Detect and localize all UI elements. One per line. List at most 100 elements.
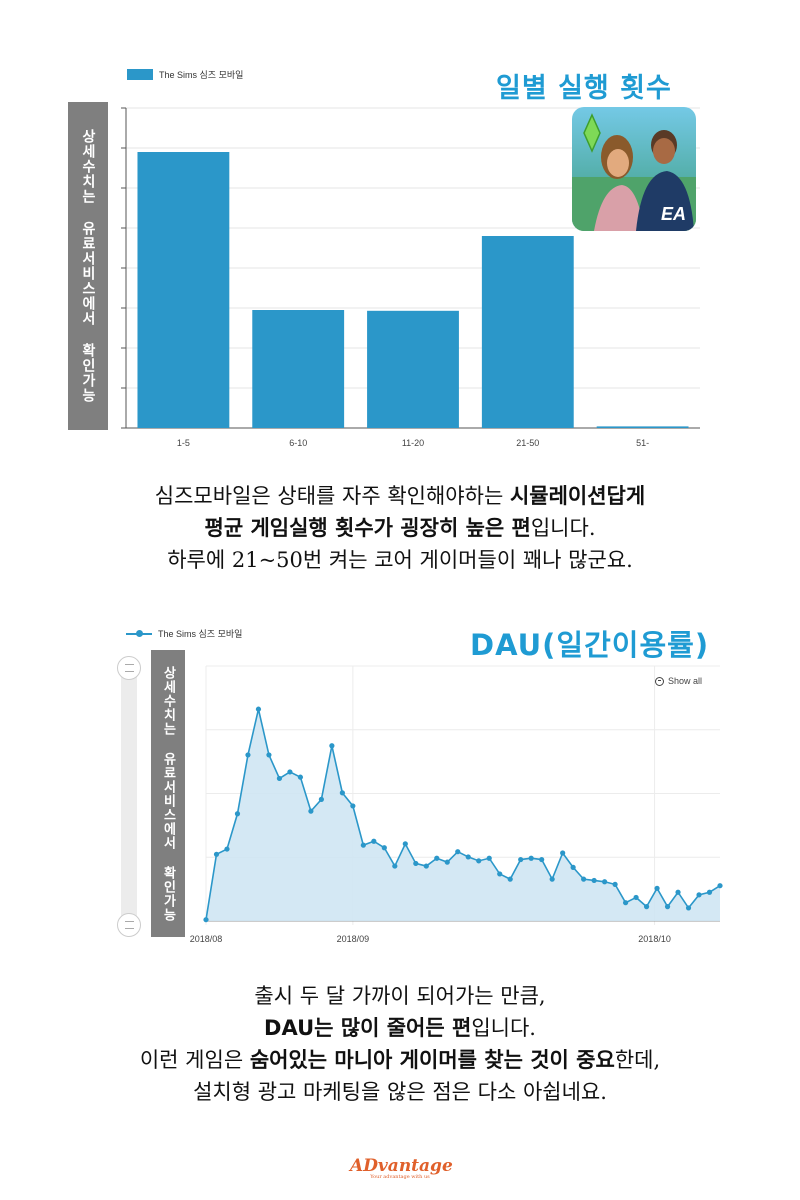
caption2-line3-text-a: 이런 게임은 [139,1048,250,1072]
chart2-data-point [476,858,482,864]
daily-launch-bar-chart: 1-5 6-10 11-20 21-50 51- [121,107,700,448]
caption2-line2: DAU는 많이 줄어든 편입니다. [0,1012,800,1044]
chart2-data-point [685,905,692,911]
chart2-heading: DAU(일간이용률) [469,627,710,663]
chart2-data-point [643,904,650,910]
zoom-slider-track[interactable] [121,668,137,926]
chart2-data-point [360,842,366,848]
chart1-bar [367,310,459,428]
chart2-legend-label: The Sims 심즈 모바일 [158,629,243,639]
chart2-data-point [329,743,335,749]
chart2-x-tick-label: 2018/08 [190,934,223,944]
logo-text: ADvantage [350,1156,453,1176]
chart2-data-point [507,876,513,882]
chart2-data-point [455,849,461,855]
chart2-data-point [371,838,377,844]
chart2-data-point [570,864,576,870]
zoom-slider-bottom-handle[interactable] [117,913,141,937]
caption2-line1: 출시 두 달 가까이 되어가는 만큼, [254,984,546,1008]
caption1-line1-bold: 시뮬레이션답게 [509,484,646,508]
chart1-legend[interactable]: The Sims 심즈 모바일 [127,68,243,81]
chart2-data-point [381,845,387,851]
chart2-data-point [266,752,272,758]
show-all-label: Show all [668,676,703,686]
caption1-line2: 평균 게임실행 횟수가 굉장히 높은 편입니다. [0,512,800,544]
chart1-legend-swatch [127,69,153,80]
caption1-line2-text: 입니다. [530,516,596,540]
chart1-x-tick-label: 1-5 [177,438,190,448]
chart2-data-point [276,775,283,782]
chart2-data-point [255,706,262,712]
caption1-line3: 하루에 21~50번 켜는 코어 게이머들이 꽤나 많군요. [167,548,633,572]
zoom-out-icon [655,676,664,686]
chart2-data-point [654,885,660,891]
chart1-x-tick-label: 6-10 [289,438,307,448]
chart2-data-point [234,811,241,817]
chart2-legend[interactable]: The Sims 심즈 모바일 [126,627,242,640]
logo-tagline: Your advantage with us [370,1174,430,1180]
caption1-line1-text: 심즈모바일은 상태를 자주 확인해야하는 [154,484,510,508]
dau-area-chart: 2018/08 2018/09 2018/10 [190,665,723,944]
chart2-x-tick-label: 2018/09 [337,934,370,944]
chart2-data-point [633,894,639,901]
chart2-data-point [591,877,597,884]
caption2-line3: 이런 게임은 숨어있는 마니아 게이머를 찾는 것이 중요한데, [0,1044,800,1076]
zoom-slider-top-handle[interactable] [117,656,141,680]
sims-mobile-app-icon: EA [572,107,696,231]
chart1-bar [481,236,574,428]
chart2-data-point [581,876,587,882]
chart2-data-point [402,841,408,847]
chart1-x-tick-label: 21-50 [516,438,539,448]
chart2-legend-swatch [126,628,152,639]
chart1-paid-service-banner: 상세수치는 유료서비스에서 확인가능 [68,102,108,430]
chart2-data-point [465,854,471,860]
caption2-line3-text-c: 한데, [614,1048,661,1072]
chart2-data-point [518,856,524,863]
caption2-line2-bold: DAU는 많이 줄어든 편 [264,1016,472,1040]
chart2-data-point [224,846,230,852]
chart1-bar [252,310,345,428]
chart2-data-point [318,796,324,802]
caption1-line1: 심즈모바일은 상태를 자주 확인해야하는 시뮬레이션답게 [0,480,800,512]
chart2-paid-service-banner: 상세수치는 유료서비스에서 확인가능 [151,650,185,937]
chart2-data-point [622,900,629,906]
caption2-line2-text: 입니다. [471,1016,536,1040]
chart2-data-point [539,856,545,863]
chart2-data-point [675,889,681,895]
chart1-heading: 일별 실행 횟수 [495,72,672,105]
chart2-data-point [706,889,713,895]
caption-block-1: 심즈모바일은 상태를 자주 확인해야하는 시뮬레이션답게 평균 게임실행 횟수가… [0,480,800,576]
chart2-data-point [413,860,419,867]
chart2-data-point [308,808,314,814]
chart1-x-tick-label: 11-20 [402,438,424,448]
chart2-data-point [444,859,450,865]
chart2-area-fill [206,709,720,921]
chart2-x-tick-label: 2018/10 [638,934,671,944]
caption-block-2: 출시 두 달 가까이 되어가는 만큼, DAU는 많이 줄어든 편입니다. 이런… [0,980,800,1108]
chart2-data-point [612,881,618,887]
chart2-data-point [486,855,492,861]
caption2-line4: 설치형 광고 마케팅을 않은 점은 다소 아쉽네요. [193,1080,607,1104]
chart1-x-tick-label: 51- [636,438,649,448]
chart2-data-point [245,752,251,758]
chart2-data-point [213,851,220,857]
chart2-data-point [423,863,429,869]
caption2-line3-bold: 숨어있는 마니아 게이머를 찾는 것이 중요 [249,1048,615,1072]
chart2-data-point [287,769,293,775]
ea-badge: EA [660,204,686,224]
chart2-data-point [392,863,398,869]
chart2-data-point [339,790,345,796]
chart2-data-point [434,855,440,861]
chart2-data-point [664,904,671,910]
chart1-bar [596,426,689,428]
chart2-data-point [696,892,702,898]
chart1-legend-label: The Sims 심즈 모바일 [159,70,244,80]
caption1-line2-bold: 평균 게임실행 횟수가 굉장히 높은 편 [204,516,531,540]
chart2-data-point [350,803,356,809]
show-all-button[interactable]: Show all [655,676,702,686]
chart2-data-point [203,917,209,923]
advantage-logo: ADvantage Your advantage with us [350,1156,453,1180]
chart2-data-point [717,883,723,889]
chart2-data-point [528,855,534,861]
chart2-data-point [297,774,304,780]
